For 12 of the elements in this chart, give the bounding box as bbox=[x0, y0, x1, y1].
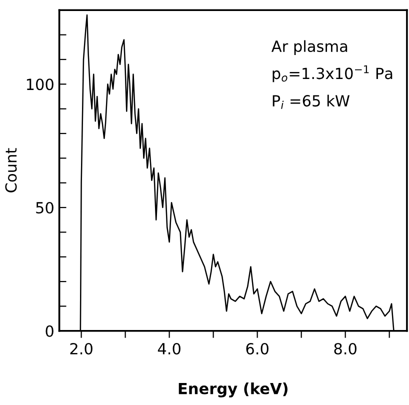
annotation: Ar plasma bbox=[271, 40, 348, 55]
x-tick-label: 8.0 bbox=[334, 342, 356, 355]
x-tick-label: 4.0 bbox=[158, 342, 180, 355]
y-tick-label: 0 bbox=[46, 325, 54, 337]
x-tick-label: 2.0 bbox=[70, 342, 92, 355]
annotation: P$_{i}$ =65 kW bbox=[272, 94, 350, 109]
y-tick-label: 50 bbox=[36, 202, 54, 214]
y-tick-label: 100 bbox=[26, 78, 54, 90]
annotation: p$_{o}$=1.3x10$^{−1}$ Pa bbox=[272, 65, 392, 82]
x-axis-title: Energy (keV) bbox=[178, 382, 288, 398]
x-tick-label: 6.0 bbox=[246, 342, 268, 355]
y-axis-title: Count bbox=[5, 148, 17, 192]
